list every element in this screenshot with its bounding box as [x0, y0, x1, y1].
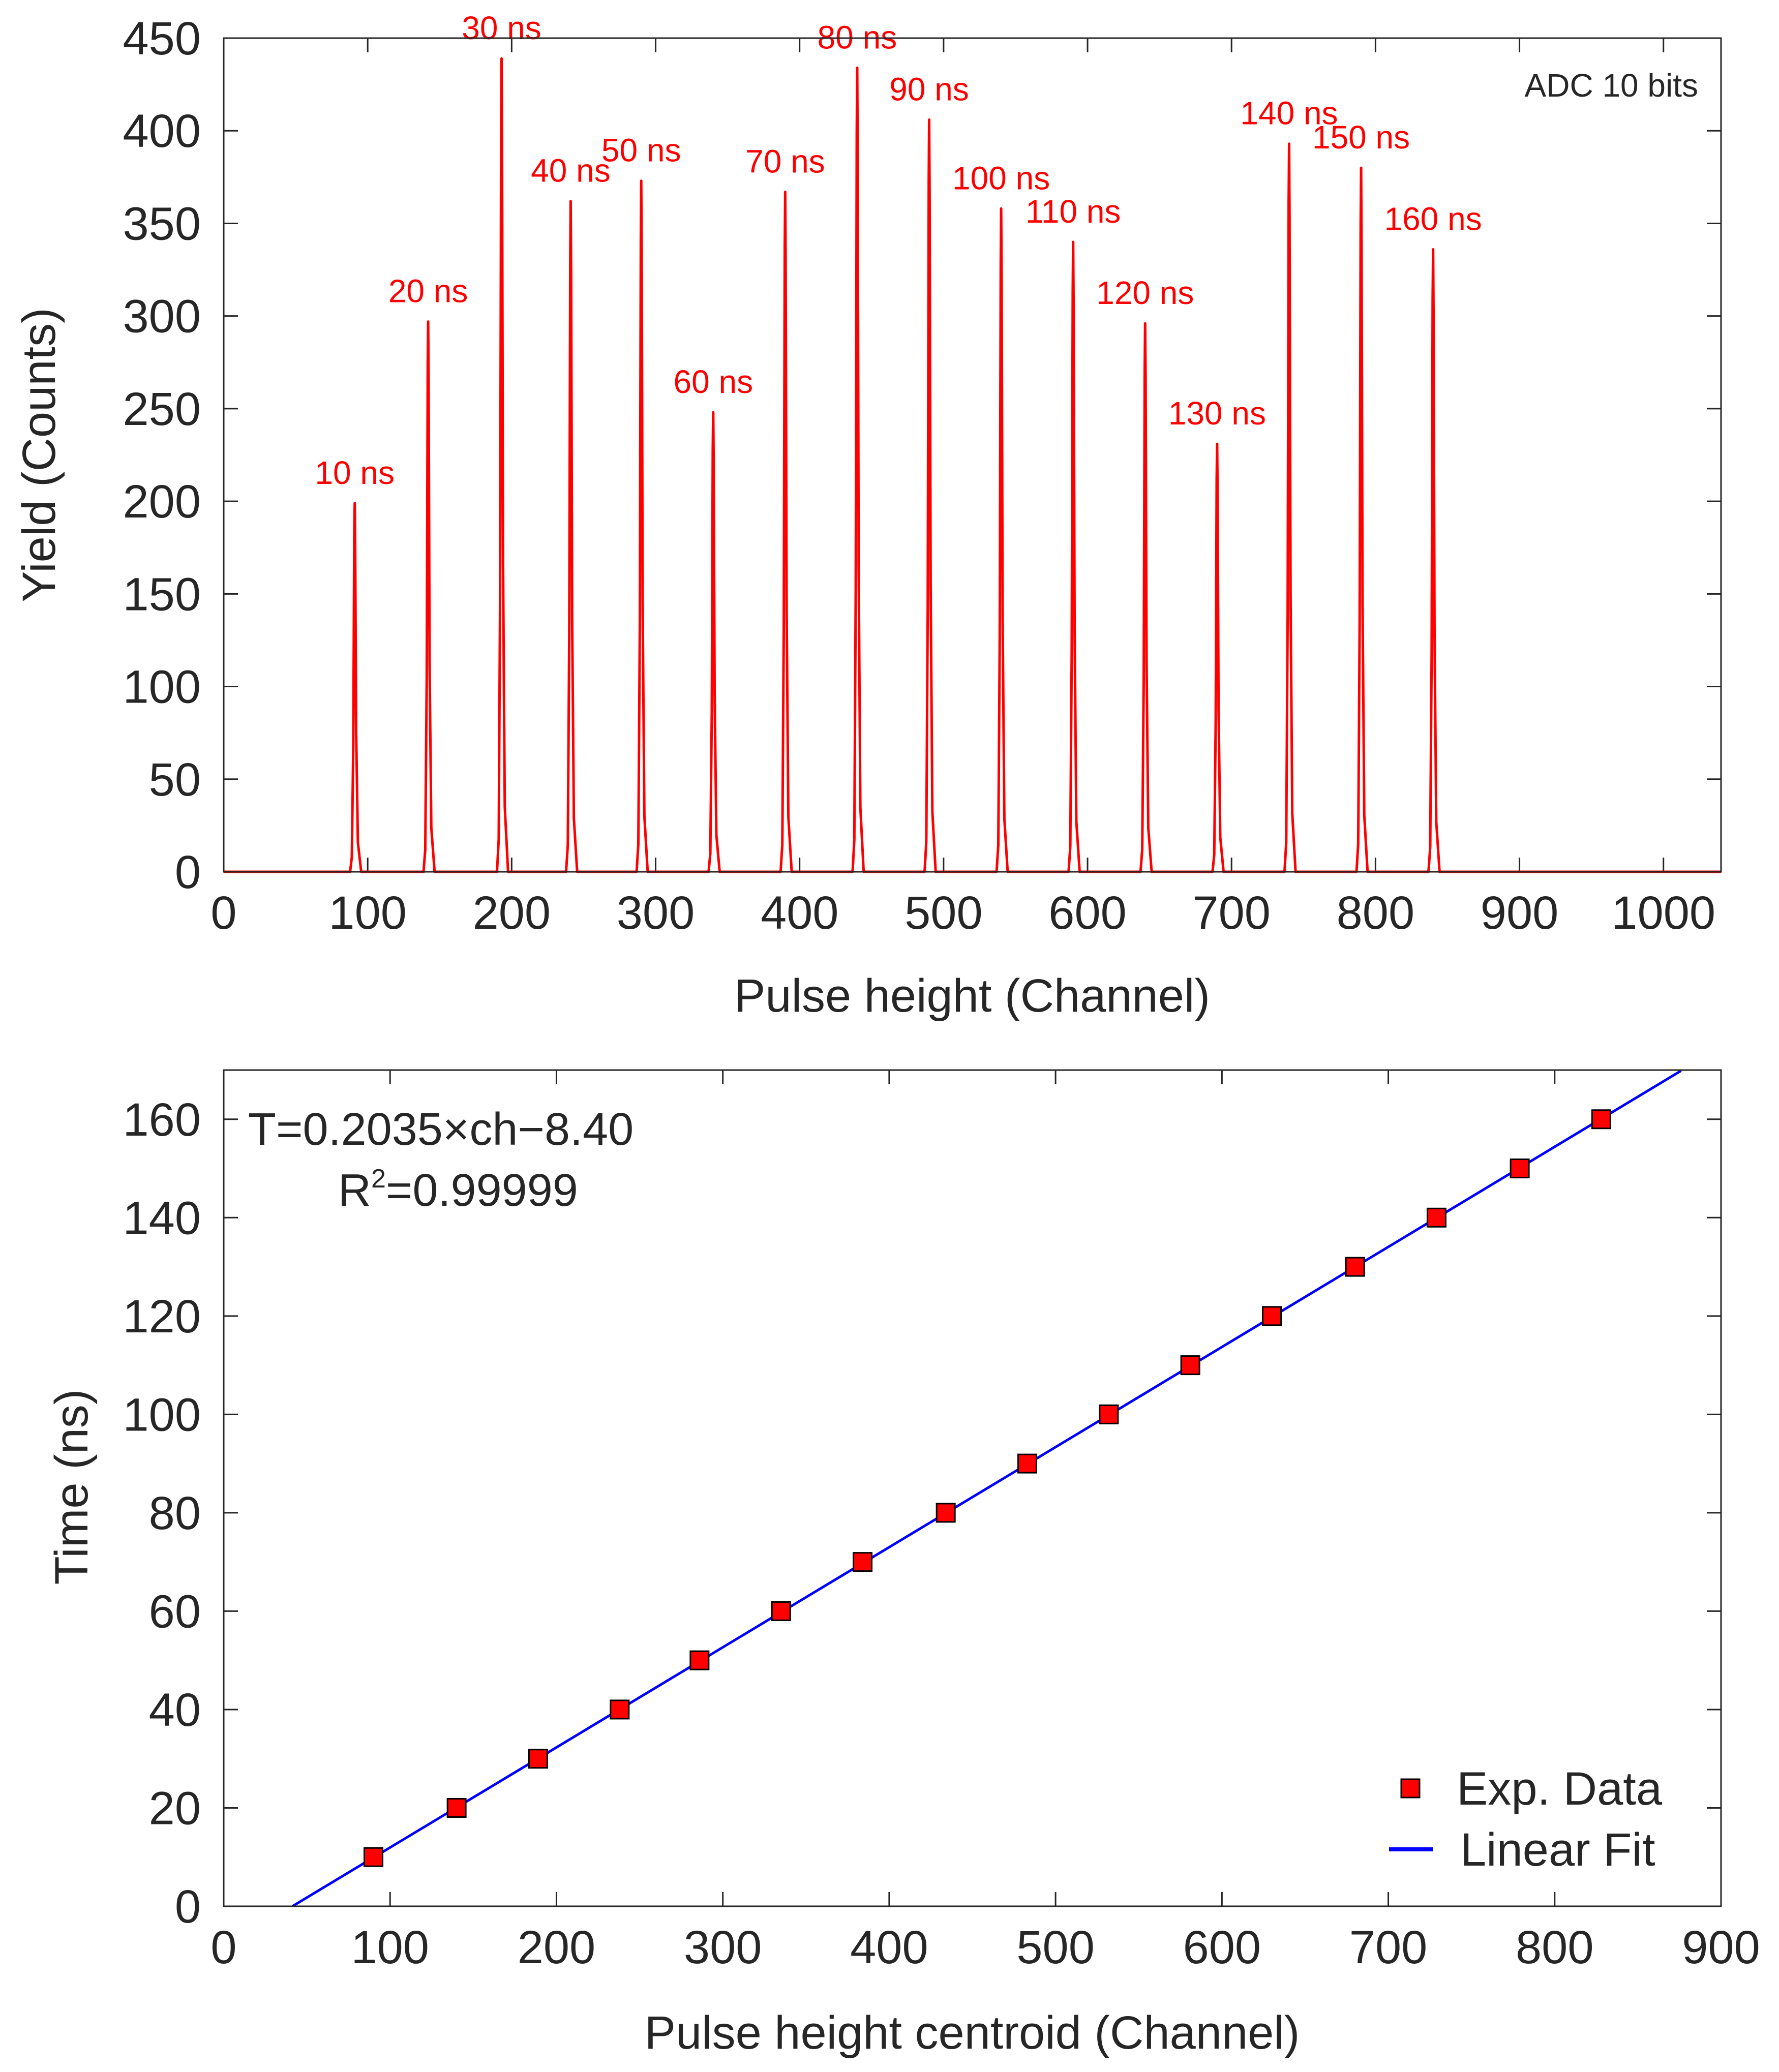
bottom-y-axis-title: Time (ns) [46, 1389, 98, 1585]
top-x-tick-label: 100 [328, 887, 407, 939]
adc-annotation: ADC 10 bits [1525, 67, 1698, 104]
exp-data-points [364, 1109, 1611, 1867]
top-y-tick-label: 0 [175, 846, 201, 898]
bottom-x-tick-label: 300 [684, 1922, 762, 1973]
bottom-y-tick-label: 40 [149, 1684, 201, 1736]
r-squared-symbol: R [338, 1165, 371, 1216]
fit-equation: T=0.2035×ch−8.40 [248, 1104, 634, 1155]
exp-data-point [936, 1503, 956, 1523]
exp-data-point [1591, 1109, 1611, 1130]
bottom-x-tick-label: 800 [1516, 1922, 1594, 1973]
bottom-x-axis-title: Pulse height centroid (Channel) [645, 2007, 1300, 2059]
bottom-y-tick-label: 160 [123, 1094, 201, 1146]
top-x-tick-label: 500 [904, 887, 983, 939]
exp-data-point [1426, 1207, 1446, 1228]
r-squared-value: =0.99999 [386, 1165, 578, 1216]
top-y-tick-label: 50 [149, 754, 201, 806]
peak-label: 140 ns [1240, 95, 1338, 132]
exp-data-point [1180, 1355, 1200, 1376]
bottom-x-tick-label: 100 [351, 1922, 429, 1973]
top-x-tick-label: 700 [1192, 887, 1271, 939]
bottom-y-tick-label: 20 [149, 1782, 201, 1834]
bottom-y-tick-label: 100 [123, 1389, 201, 1441]
peak-label: 120 ns [1096, 275, 1194, 311]
top-x-tick-label: 800 [1337, 887, 1415, 939]
top-ticks: 0 100 200 300 400 500 600 700 800 900 1000 0 50 100 15… [123, 13, 1721, 939]
top-x-axis-title: Pulse height (Channel) [734, 970, 1210, 1022]
peak-label: 150 ns [1312, 119, 1410, 156]
peak-label: 70 ns [745, 143, 825, 179]
bottom-y-tick-label: 60 [149, 1586, 201, 1637]
exp-data-point [771, 1601, 791, 1621]
top-x-tick-label: 0 [210, 887, 236, 939]
exp-data-point [610, 1699, 630, 1720]
peak-label: 130 ns [1168, 395, 1266, 432]
exp-data-point [1099, 1404, 1119, 1424]
peak-label: 110 ns [1026, 193, 1121, 230]
bottom-y-tick-label: 140 [123, 1192, 201, 1244]
bottom-plot-frame [223, 1069, 1722, 1907]
linear-fit-line [291, 1070, 1682, 1908]
r-squared: R2=0.99999 [338, 1164, 578, 1216]
exp-data-point [853, 1552, 873, 1572]
peak-label: 80 ns [818, 19, 897, 55]
bottom-ticks: 0 100 200 300 400 500 600 700 800 900 0 20 40 60 80 100… [123, 1070, 1760, 1973]
yield-spectrum-panel: 0 100 200 300 400 500 600 700 800 900 1000 0 50 100 15… [13, 10, 1722, 1022]
peak-label: 10 ns [315, 454, 395, 491]
bottom-x-tick-label: 0 [210, 1922, 236, 1973]
bottom-plot-background [224, 1070, 1721, 1906]
top-y-tick-label: 400 [123, 105, 201, 157]
top-y-tick-label: 200 [123, 476, 201, 528]
top-y-tick-label: 150 [123, 568, 201, 620]
r-squared-superscript: 2 [371, 1164, 386, 1194]
top-y-tick-label: 350 [123, 198, 201, 250]
peak-label: 40 ns [531, 153, 611, 189]
bottom-y-tick-label: 120 [123, 1291, 201, 1343]
peak-label: 160 ns [1384, 200, 1482, 237]
top-plot-frame [223, 37, 1722, 873]
top-y-tick-label: 250 [123, 383, 201, 435]
top-x-tick-label: 400 [761, 887, 839, 939]
peak-label: 60 ns [674, 363, 753, 400]
bottom-x-tick-label: 200 [518, 1922, 596, 1973]
exp-data-point [1262, 1306, 1282, 1326]
bottom-x-tick-label: 500 [1016, 1922, 1095, 1973]
top-y-tick-label: 100 [123, 661, 201, 713]
peak-label: 30 ns [462, 10, 541, 46]
bottom-y-tick-label: 0 [175, 1881, 201, 1933]
peak-label: 100 ns [952, 160, 1050, 196]
bottom-x-tick-label: 400 [850, 1922, 928, 1973]
exp-data-point [528, 1749, 548, 1769]
peak-label: 50 ns [601, 132, 681, 169]
peak-label: 20 ns [388, 273, 468, 310]
top-x-tick-label: 200 [473, 887, 551, 939]
legend: Exp. Data Linear Fit [1389, 1763, 1663, 1876]
exp-data-point [1510, 1159, 1530, 1179]
peak-label: 90 ns [889, 71, 969, 107]
exp-data-point [364, 1847, 383, 1867]
legend-marker-exp-data [1400, 1778, 1421, 1799]
top-x-tick-label: 1000 [1611, 887, 1715, 939]
top-plot-background [224, 38, 1721, 872]
top-y-axis-title: Yield (Counts) [13, 308, 65, 602]
legend-label-linear-fit: Linear Fit [1460, 1824, 1655, 1876]
top-y-tick-label: 300 [123, 291, 201, 343]
exp-data-point [446, 1797, 467, 1818]
exp-data-point [1345, 1257, 1365, 1277]
top-x-tick-label: 600 [1048, 887, 1127, 939]
bottom-x-tick-label: 600 [1183, 1922, 1261, 1973]
top-x-tick-label: 900 [1481, 887, 1559, 939]
bottom-y-tick-label: 80 [149, 1487, 201, 1539]
top-y-tick-label: 450 [123, 13, 201, 65]
bottom-x-tick-label: 900 [1682, 1922, 1760, 1973]
time-calibration-panel: 0 100 200 300 400 500 600 700 800 900 0 20 40 60 80 100… [46, 1069, 1760, 2059]
legend-label-exp-data: Exp. Data [1457, 1763, 1663, 1815]
top-x-tick-label: 300 [617, 887, 695, 939]
bottom-x-tick-label: 700 [1349, 1922, 1428, 1973]
exp-data-point [1017, 1453, 1037, 1474]
exp-data-point [689, 1650, 710, 1670]
